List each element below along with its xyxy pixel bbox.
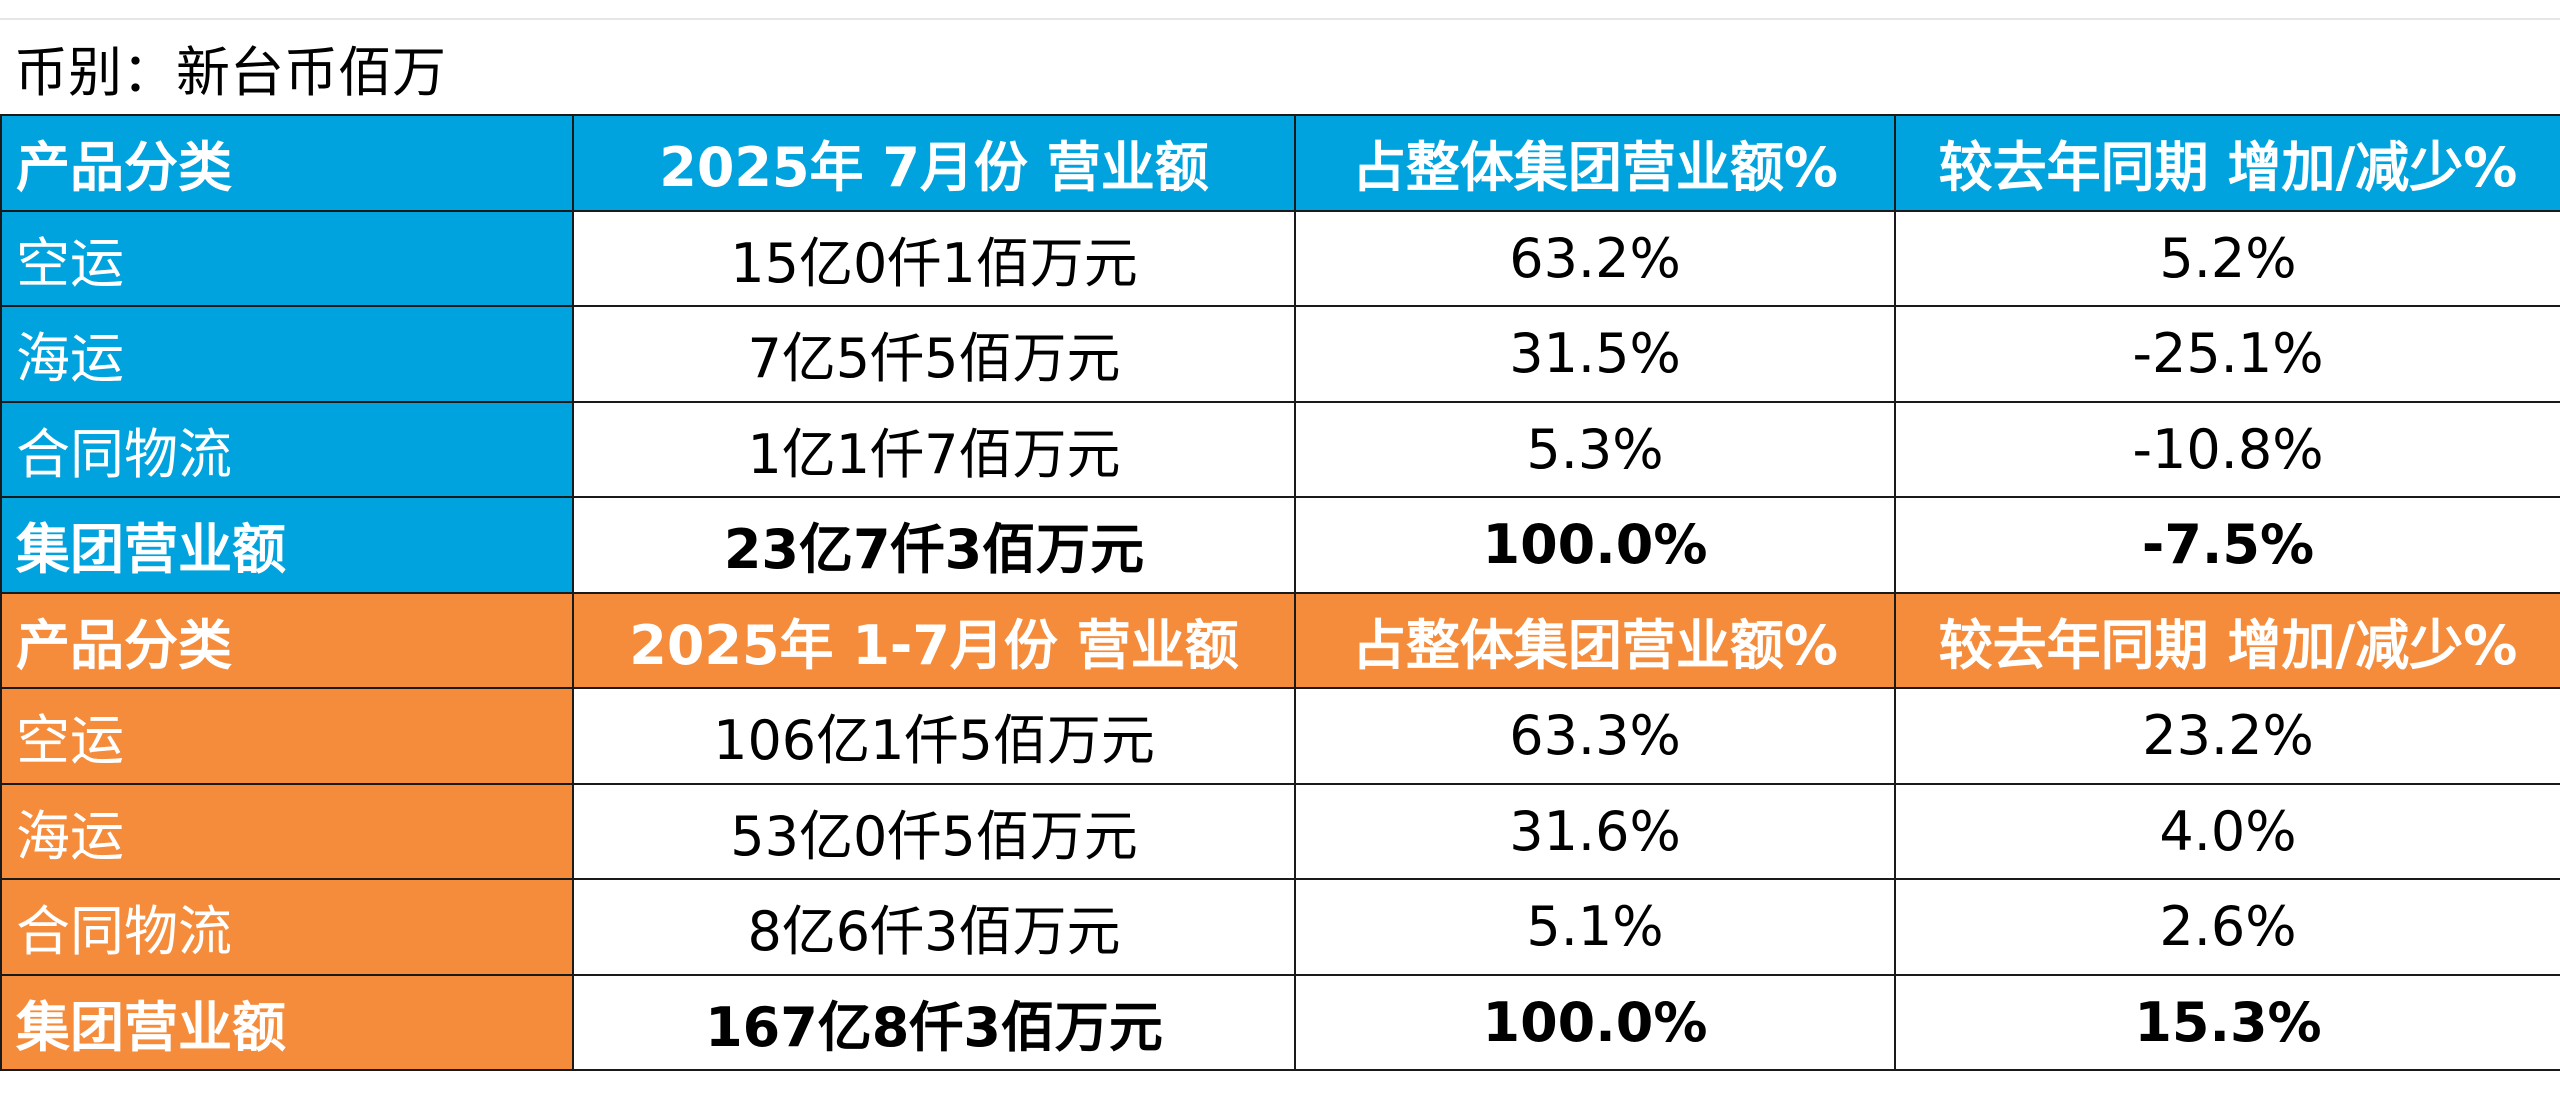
category-label: 空运 — [0, 687, 574, 785]
total-yoy-value: 15.3% — [1894, 973, 2560, 1071]
revenue-table: 产品分类 2025年 7月份 营业额 占整体集团营业额% 较去年同期 增加/减少… — [0, 114, 2560, 1071]
revenue-value: 8亿6仟3佰万元 — [572, 878, 1296, 976]
yoy-value: 2.6% — [1894, 878, 2560, 976]
category-label: 空运 — [0, 209, 574, 307]
section2-header-share: 占整体集团营业额% — [1294, 591, 1896, 689]
share-value: 5.3% — [1294, 400, 1896, 498]
yoy-value: -10.8% — [1894, 400, 2560, 498]
yoy-value: 23.2% — [1894, 687, 2560, 785]
category-label: 合同物流 — [0, 878, 574, 976]
section2-header-row: 产品分类 2025年 1-7月份 营业额 占整体集团营业额% 较去年同期 增加/… — [0, 591, 2560, 689]
section1-header-category: 产品分类 — [0, 114, 574, 212]
total-label: 集团营业额 — [0, 973, 574, 1071]
table-row: 海运 7亿5仟5佰万元 31.5% -25.1% — [0, 305, 2560, 403]
revenue-value: 15亿0仟1佰万元 — [572, 209, 1296, 307]
total-share-value: 100.0% — [1294, 973, 1896, 1071]
section1-total-row: 集团营业额 23亿7仟3佰万元 100.0% -7.5% — [0, 496, 2560, 594]
revenue-value: 7亿5仟5佰万元 — [572, 305, 1296, 403]
revenue-value: 53亿0仟5佰万元 — [572, 782, 1296, 880]
share-value: 63.2% — [1294, 209, 1896, 307]
yoy-value: 4.0% — [1894, 782, 2560, 880]
table-row: 空运 106亿1仟5佰万元 63.3% 23.2% — [0, 687, 2560, 785]
table-row: 合同物流 8亿6仟3佰万元 5.1% 2.6% — [0, 878, 2560, 976]
section1-header-revenue: 2025年 7月份 营业额 — [572, 114, 1296, 212]
currency-note: 币别：新台币佰万 — [14, 40, 446, 104]
share-value: 31.5% — [1294, 305, 1896, 403]
share-value: 63.3% — [1294, 687, 1896, 785]
yoy-value: -25.1% — [1894, 305, 2560, 403]
total-share-value: 100.0% — [1294, 496, 1896, 594]
section1-header-yoy: 较去年同期 增加/减少% — [1894, 114, 2560, 212]
section2-header-yoy: 较去年同期 增加/减少% — [1894, 591, 2560, 689]
category-label: 海运 — [0, 305, 574, 403]
revenue-value: 1亿1仟7佰万元 — [572, 400, 1296, 498]
section1-header-row: 产品分类 2025年 7月份 营业额 占整体集团营业额% 较去年同期 增加/减少… — [0, 114, 2560, 212]
category-label: 合同物流 — [0, 400, 574, 498]
share-value: 5.1% — [1294, 878, 1896, 976]
total-revenue-value: 23亿7仟3佰万元 — [572, 496, 1296, 594]
share-value: 31.6% — [1294, 782, 1896, 880]
category-label: 海运 — [0, 782, 574, 880]
total-revenue-value: 167亿8仟3佰万元 — [572, 973, 1296, 1071]
section2-header-revenue: 2025年 1-7月份 营业额 — [572, 591, 1296, 689]
section2-header-category: 产品分类 — [0, 591, 574, 689]
table-row: 合同物流 1亿1仟7佰万元 5.3% -10.8% — [0, 400, 2560, 498]
total-label: 集团营业额 — [0, 496, 574, 594]
yoy-value: 5.2% — [1894, 209, 2560, 307]
total-yoy-value: -7.5% — [1894, 496, 2560, 594]
table-row: 空运 15亿0仟1佰万元 63.2% 5.2% — [0, 209, 2560, 307]
revenue-value: 106亿1仟5佰万元 — [572, 687, 1296, 785]
top-divider — [0, 18, 2560, 20]
section1-header-share: 占整体集团营业额% — [1294, 114, 1896, 212]
table-row: 海运 53亿0仟5佰万元 31.6% 4.0% — [0, 782, 2560, 880]
section2-total-row: 集团营业额 167亿8仟3佰万元 100.0% 15.3% — [0, 973, 2560, 1071]
